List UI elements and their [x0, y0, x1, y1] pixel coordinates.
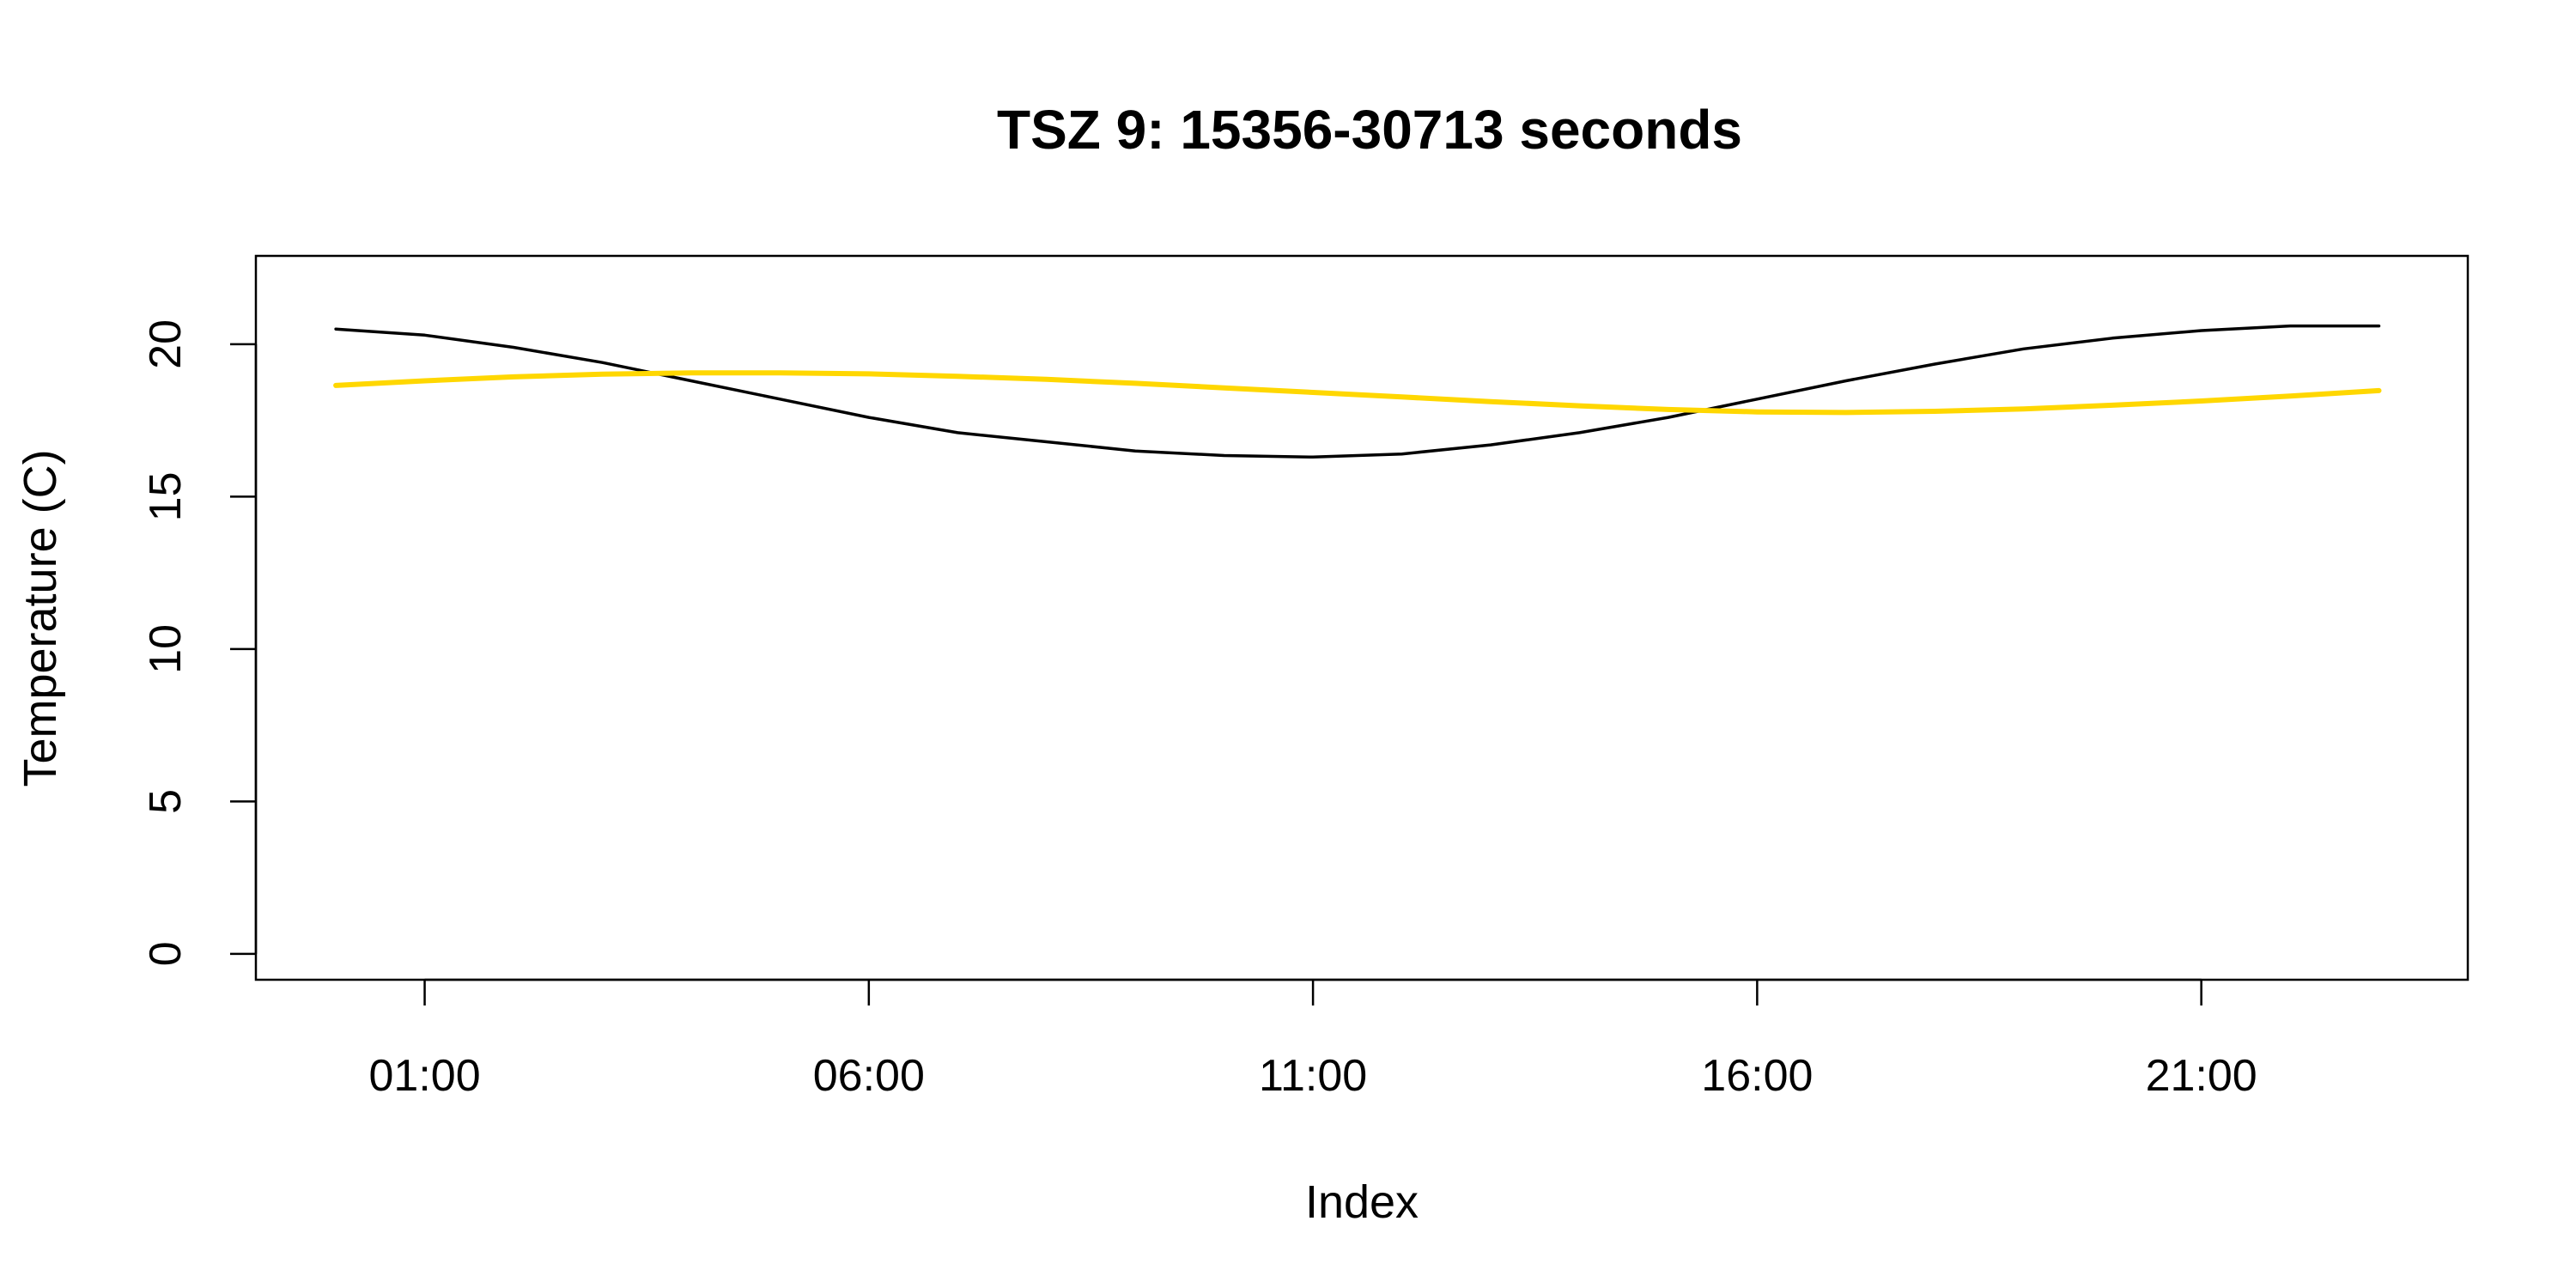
y-tick-label: 20	[141, 319, 191, 369]
series-lines	[333, 324, 2382, 459]
y-tick-label: 0	[141, 941, 191, 966]
x-tick-label: 21:00	[2146, 1051, 2257, 1101]
x-tick-label: 01:00	[368, 1051, 480, 1101]
chart-title: TSZ 9: 15356-30713 seconds	[997, 99, 1742, 161]
series-line-1	[334, 324, 2381, 459]
x-tick-label: 06:00	[813, 1051, 925, 1101]
x-axis: 01:00 06:00 11:00 16:00 21:00	[368, 978, 2257, 1101]
y-axis: 0 5 10 15 20	[141, 319, 258, 966]
y-axis-label: Temperature (C)	[15, 449, 66, 787]
y-tick-label: 15	[141, 471, 191, 521]
y-tick-label: 5	[141, 789, 191, 814]
plot-frame	[254, 254, 2470, 981]
y-tick-label: 10	[141, 624, 191, 674]
x-tick-label: 11:00	[1259, 1051, 1367, 1101]
x-axis-label: Index	[1305, 1176, 1419, 1228]
series-line-2	[333, 370, 2382, 416]
x-tick-label: 16:00	[1701, 1051, 1813, 1101]
